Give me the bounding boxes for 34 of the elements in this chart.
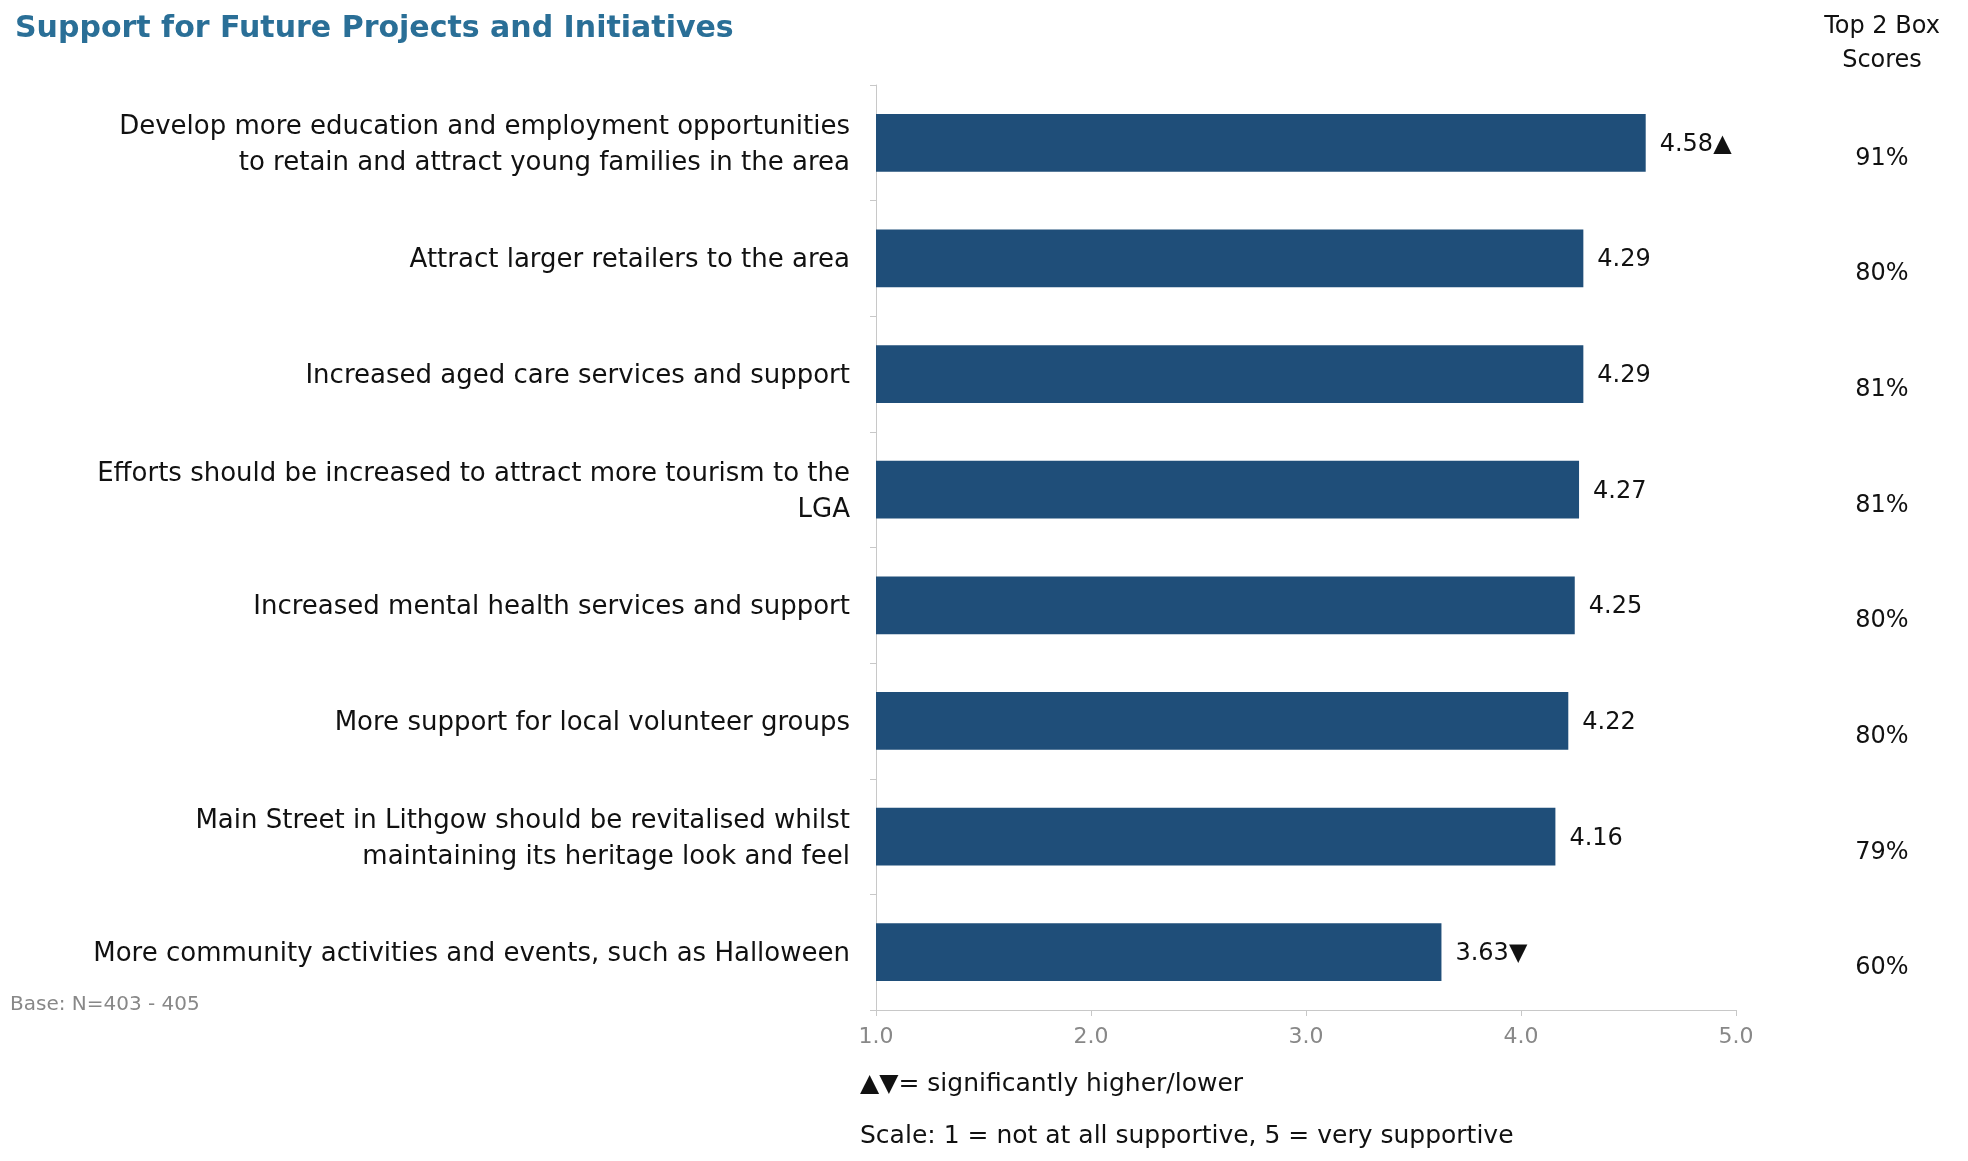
data-label: 4.29 — [1597, 244, 1651, 273]
y-tick-label: Increased mental health services and support — [253, 590, 850, 621]
x-tick-label: 4.0 — [1503, 1022, 1539, 1048]
x-tick-label: 2.0 — [1073, 1022, 1109, 1048]
data-label: 4.27 — [1593, 475, 1647, 504]
text: Base: N=403 - 405 — [10, 991, 200, 1015]
y-tick-label: Develop more education and employment opportunities to retain and attract young families in the area — [119, 109, 850, 176]
data-label: 3.63▼ — [1455, 938, 1528, 967]
text: 81% — [1855, 374, 1909, 403]
x-tick-label: 3.0 — [1288, 1022, 1324, 1048]
data-label: 4.16 — [1569, 822, 1623, 851]
data-label: 4.29 — [1597, 360, 1651, 389]
text: 80% — [1855, 720, 1909, 749]
x-tick-label: 5.0 — [1718, 1022, 1754, 1048]
data-label: 4.25 — [1588, 591, 1643, 620]
data-label: 4.58▲ — [1659, 128, 1733, 157]
text: 79% — [1855, 836, 1909, 865]
y-tick-label: Efforts should be increased to attract more tourism to the LGA — [97, 456, 851, 523]
text: Top 2 Box Scores — [1823, 11, 1940, 73]
y-tick-label: Increased aged care services and support — [305, 359, 850, 390]
text: 60% — [1855, 952, 1909, 981]
text: Scale: 1 = not at all supportive, 5 = very supportive — [860, 1120, 1514, 1149]
text: 81% — [1855, 489, 1909, 518]
text: Support for Future Projects and Initiatives — [15, 8, 734, 44]
y-tick-label: Attract larger retailers to the area — [409, 243, 850, 274]
x-tick-label: 1.0 — [858, 1022, 894, 1048]
text: 80% — [1855, 605, 1909, 634]
text: 80% — [1855, 258, 1909, 287]
data-label: 4.22 — [1582, 706, 1636, 735]
y-tick-label: More support for local volunteer groups — [334, 705, 850, 736]
y-tick-label: Main Street in Lithgow should be revitalised whilst maintaining its heritage look and feel — [195, 803, 850, 870]
text: ▲▼= significantly higher/lower — [860, 1068, 1244, 1097]
text: 91% — [1855, 142, 1909, 171]
y-tick-label: More community activities and events, such as Halloween — [93, 937, 850, 968]
